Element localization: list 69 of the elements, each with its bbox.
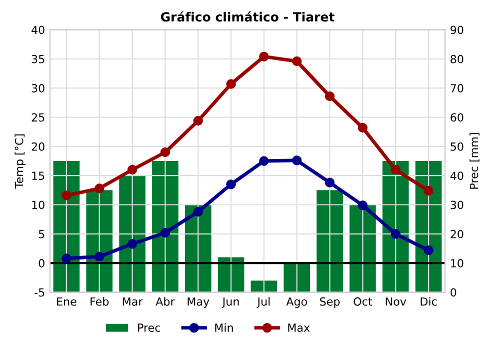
- point: [292, 156, 302, 166]
- point: [62, 254, 72, 264]
- y-tick-label: 35: [32, 54, 44, 64]
- point: [94, 184, 104, 194]
- x-tick-label: Ago: [286, 297, 307, 308]
- bar: [119, 176, 146, 292]
- point: [324, 178, 335, 188]
- bar: [316, 190, 343, 292]
- y2-tick-label: 30: [450, 200, 464, 210]
- x-tick-label: Dic: [420, 297, 437, 306]
- point: [259, 52, 269, 62]
- x-tick-label: Jun: [222, 297, 239, 308]
- y2-tick-label: 10: [451, 259, 464, 268]
- chart-title: Gráfico climático - Tiaret: [160, 11, 334, 22]
- x-tick-label: Feb: [90, 297, 109, 306]
- legend-label: Prec: [138, 324, 160, 332]
- point: [94, 252, 104, 262]
- y-tick-label: 40: [32, 26, 44, 34]
- y2-tick-label: 20: [450, 230, 464, 238]
- x-tick-label: Abr: [156, 297, 175, 306]
- point: [292, 56, 302, 66]
- y-tick-label: -5: [34, 288, 44, 297]
- x-tick-label: May: [188, 297, 210, 308]
- y-tick-label: 10: [32, 200, 44, 210]
- x-tick-label: Oct: [354, 297, 372, 306]
- x-tick-label: Jul: [256, 297, 270, 308]
- y-axis-title: Temp [°C]: [14, 134, 26, 189]
- x-tick-label: Ene: [57, 297, 76, 306]
- bar: [250, 280, 278, 292]
- y-tick-label: 5: [38, 230, 44, 238]
- legend-label: Min: [215, 323, 233, 332]
- x-tick-label: Nov: [386, 297, 406, 306]
- point: [424, 245, 434, 256]
- bar: [284, 263, 310, 292]
- point: [160, 147, 170, 158]
- point: [226, 79, 236, 89]
- point: [390, 229, 400, 239]
- point: [127, 238, 138, 249]
- y-tick-label: 0: [38, 259, 44, 268]
- y-tick-label: 15: [32, 172, 44, 180]
- point: [193, 206, 203, 217]
- y-tick-label: 20: [32, 142, 44, 151]
- y2-axis-title: Prec [mm]: [470, 133, 480, 189]
- point: [358, 122, 368, 133]
- bar: [152, 161, 178, 292]
- point: [226, 179, 236, 190]
- point: [358, 200, 368, 210]
- y2-tick-label: 50: [450, 142, 464, 151]
- y2-tick-label: 60: [450, 113, 464, 122]
- point: [390, 164, 400, 175]
- x-tick-label: Sep: [320, 297, 340, 308]
- point: [193, 116, 203, 126]
- point: [127, 164, 138, 175]
- y2-tick-label: 80: [450, 54, 464, 64]
- x-tick-label: Mar: [122, 297, 143, 306]
- point: [160, 228, 170, 238]
- bar: [86, 190, 113, 292]
- y-tick-label: 30: [32, 84, 44, 92]
- point: [424, 186, 434, 196]
- y2-tick-label: 0: [450, 288, 456, 297]
- bar: [184, 204, 212, 292]
- point: [62, 190, 72, 200]
- y-tick-label: 25: [32, 113, 44, 122]
- y2-tick-label: 40: [450, 172, 464, 180]
- y2-tick-label: 90: [450, 26, 464, 34]
- y2-tick-label: 70: [450, 84, 464, 92]
- point: [324, 91, 335, 102]
- legend-label: Max: [288, 324, 310, 332]
- point: [259, 156, 269, 166]
